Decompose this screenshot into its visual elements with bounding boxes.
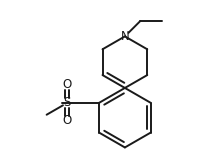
Text: O: O <box>63 79 72 91</box>
Text: S: S <box>64 96 71 109</box>
Text: N: N <box>121 30 129 43</box>
Text: O: O <box>63 114 72 127</box>
